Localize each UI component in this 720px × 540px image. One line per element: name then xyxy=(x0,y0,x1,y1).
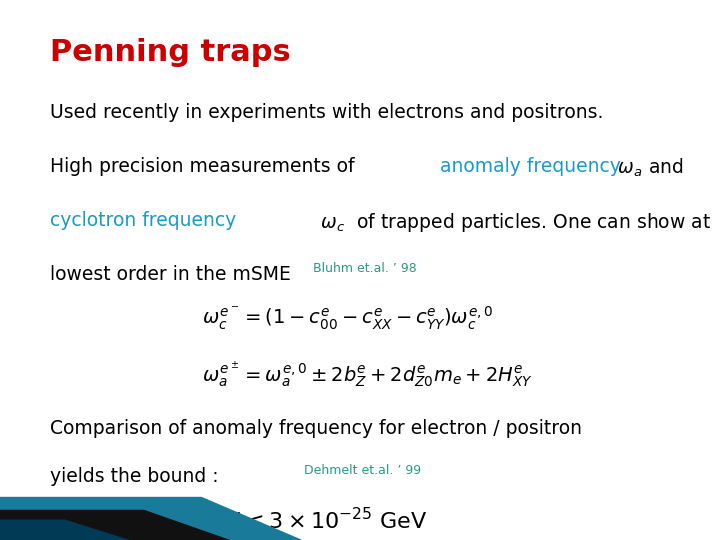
Text: $|\tilde{b}^e| \lesssim 3 \times 10^{-25}\ \mathrm{GeV}$: $|\tilde{b}^e| \lesssim 3 \times 10^{-25… xyxy=(202,505,427,536)
Text: Bluhm et.al. ’ 98: Bluhm et.al. ’ 98 xyxy=(313,262,417,275)
Text: Dehmelt et.al. ’ 99: Dehmelt et.al. ’ 99 xyxy=(304,464,420,477)
Text: Used recently in experiments with electrons and positrons.: Used recently in experiments with electr… xyxy=(50,103,604,122)
Polygon shape xyxy=(0,510,230,540)
Text: $\omega_a$ and: $\omega_a$ and xyxy=(611,157,683,179)
Polygon shape xyxy=(0,519,130,540)
Text: yields the bound :: yields the bound : xyxy=(50,467,225,486)
Text: Comparison of anomaly frequency for electron / positron: Comparison of anomaly frequency for elec… xyxy=(50,418,582,437)
Text: $\omega_c^{e^-} = (1 - c_{00}^e - c_{XX}^e - c_{YY}^e)\omega_c^{e,0}$: $\omega_c^{e^-} = (1 - c_{00}^e - c_{XX}… xyxy=(202,305,492,333)
Text: High precision measurements of: High precision measurements of xyxy=(50,157,361,176)
Text: anomaly frequency: anomaly frequency xyxy=(440,157,621,176)
Text: lowest order in the mSME: lowest order in the mSME xyxy=(50,265,292,284)
Text: Penning traps: Penning traps xyxy=(50,38,291,67)
Text: $\omega_c$  of trapped particles. One can show at: $\omega_c$ of trapped particles. One can… xyxy=(315,211,711,234)
Polygon shape xyxy=(0,497,302,540)
Text: cyclotron frequency: cyclotron frequency xyxy=(50,211,237,229)
Text: $\omega_a^{e^\pm} = \omega_a^{e,0} \pm 2b_Z^e + 2d_{Z0}^e m_e + 2H_{XY}^e$: $\omega_a^{e^\pm} = \omega_a^{e,0} \pm 2… xyxy=(202,359,532,390)
